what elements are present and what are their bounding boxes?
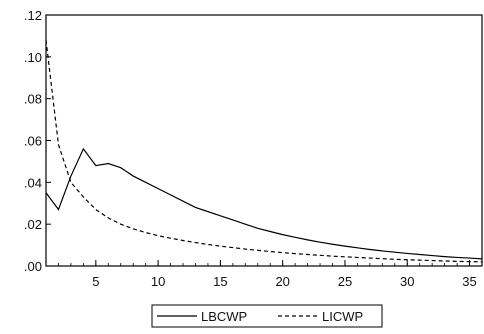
series-line-lbcwp — [45, 147, 483, 260]
legend-label-licwp: LICWP — [322, 309, 363, 324]
x-tick-label: 25 — [338, 274, 352, 289]
x-tick-label: 20 — [275, 274, 289, 289]
x-axis: 5 10 15 20 25 30 35 — [45, 260, 483, 289]
y-tick-label: .06 — [24, 134, 42, 149]
x-tick-label: 10 — [151, 274, 165, 289]
y-axis: .00 .02 .04 .06 .08 .10 .12 — [24, 8, 51, 274]
y-tick-label: .00 — [24, 259, 42, 274]
y-tick-label: .12 — [24, 8, 42, 23]
series-line-licwp — [45, 40, 483, 263]
y-tick-label: .04 — [24, 175, 42, 190]
x-tick-label: 5 — [92, 274, 99, 289]
y-tick-label: .10 — [24, 50, 42, 65]
x-tick-label: 30 — [400, 274, 414, 289]
x-tick-label: 15 — [213, 274, 227, 289]
plot-frame — [45, 14, 483, 267]
x-tick-label: 35 — [462, 274, 476, 289]
legend-box — [151, 304, 383, 328]
series-layer — [45, 40, 483, 263]
y-tick-label: .02 — [24, 217, 42, 232]
legend-label-lbcwp: LBCWP — [201, 309, 247, 324]
y-tick-label: .08 — [24, 92, 42, 107]
legend: LBCWP LICWP — [151, 304, 383, 328]
